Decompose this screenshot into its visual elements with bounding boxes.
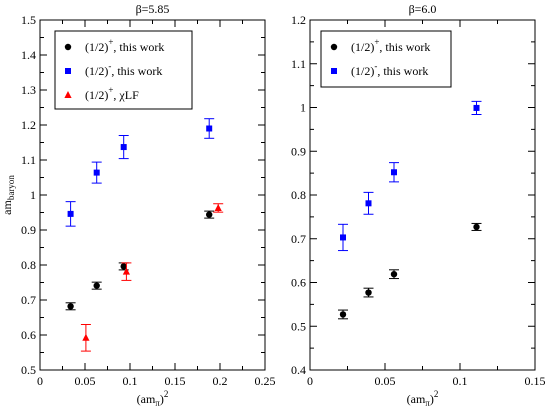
y-tick-label: 1.5	[21, 13, 36, 27]
legend-entry-post: , this work	[379, 40, 430, 54]
data-point	[340, 311, 346, 317]
panel-title: β=5.85	[136, 2, 170, 16]
y-tick-label: 1.2	[21, 118, 36, 132]
legend-marker	[331, 68, 337, 74]
x-tick-label: 0.1	[453, 374, 468, 388]
legend-entry-pre: (1/2)	[85, 88, 108, 102]
data-point	[206, 126, 212, 132]
y-tick-label: 1	[300, 101, 306, 115]
x-axis-title: (amπ)2	[407, 389, 439, 408]
data-series-3	[81, 204, 223, 351]
x-tick-label: 0.15	[165, 374, 186, 388]
chart-panel-2: 0 0.05 0.1 0.15 0.4 0.5 0.6 0.7 0.8 0.9 1 1.1 1.2 β=6…	[291, 2, 545, 408]
y-tick-label: 0.4	[291, 363, 306, 377]
y-tick-label: 0.9	[21, 223, 36, 237]
x-tick-label: 0	[37, 374, 43, 388]
legend-entry-post: , χLF	[113, 88, 139, 102]
legend: (1/2)+, this work (1/2)-, this work	[321, 31, 451, 87]
y-axis-title-base: am	[0, 200, 14, 215]
data-point	[391, 169, 397, 175]
legend-entry: (1/2)+, this work	[85, 37, 164, 54]
data-point	[94, 170, 100, 176]
data-series-2	[338, 101, 482, 250]
data-point	[94, 282, 100, 288]
data-series-1	[66, 211, 215, 310]
legend-entry-pre: (1/2)	[351, 40, 374, 54]
x-tick-label: 0.2	[213, 374, 228, 388]
y-tick-label: 0.9	[291, 144, 306, 158]
y-tick-label: 1.1	[21, 153, 36, 167]
data-point	[391, 271, 397, 277]
legend-entry-post: , this work	[113, 40, 164, 54]
panel-title: β=6.0	[409, 2, 437, 16]
y-tick-label: 1.1	[291, 57, 306, 71]
legend-entry-pre: (1/2)	[85, 64, 108, 78]
x-axis-title-sup: 2	[434, 389, 439, 399]
x-axis-title-base: (am	[137, 392, 156, 406]
data-point	[366, 200, 372, 206]
legend-entry-post: , this work	[111, 64, 162, 78]
legend-marker	[65, 44, 71, 50]
data-point	[340, 234, 346, 240]
data-series-1	[338, 223, 482, 318]
x-axis-title: (amπ)2	[137, 389, 169, 408]
data-point	[365, 289, 371, 295]
x-tick-label: 0.25	[255, 374, 276, 388]
y-tick-label: 0.6	[291, 276, 306, 290]
data-point	[474, 105, 480, 111]
chart-panel-1: 0 0.05 0.1 0.15 0.2 0.25 0.5 0.6 0.7 0.8 0.9 1 1.1 1.…	[0, 2, 276, 408]
legend-marker	[65, 68, 71, 74]
x-axis-title-sup: 2	[164, 389, 169, 399]
legend-entry: (1/2)-, this work	[351, 61, 428, 78]
x-tick-label: 0.05	[75, 374, 96, 388]
y-tick-label: 1.2	[291, 13, 306, 27]
data-point	[68, 211, 74, 217]
legend-entry: (1/2)+, this work	[351, 37, 430, 54]
y-tick-label: 0.6	[21, 328, 36, 342]
data-series-2	[66, 119, 215, 226]
x-tick-label: 0.15	[525, 374, 545, 388]
y-tick-label: 1.4	[21, 48, 36, 62]
legend-entry-post: , this work	[377, 64, 428, 78]
x-axis-title-base: (am	[407, 392, 426, 406]
legend-entry-pre: (1/2)	[351, 64, 374, 78]
legend-entry: (1/2)-, this work	[85, 61, 162, 78]
data-point	[121, 144, 127, 150]
data-point	[67, 303, 73, 309]
legend-entry-pre: (1/2)	[85, 40, 108, 54]
legend: (1/2)+, this work(1/2)-, this work(1/2)+…	[55, 31, 192, 109]
y-axis-title: ambaryon	[0, 175, 16, 215]
y-tick-label: 0.8	[21, 258, 36, 272]
x-tick-label: 0.05	[375, 374, 396, 388]
y-tick-label: 1	[30, 188, 36, 202]
y-tick-label: 0.8	[291, 188, 306, 202]
y-tick-label: 1.3	[21, 83, 36, 97]
legend-marker	[331, 44, 337, 50]
data-point	[473, 224, 479, 230]
y-tick-label: 0.5	[291, 319, 306, 333]
y-tick-label: 0.7	[21, 293, 36, 307]
y-axis-title-sub: baryon	[6, 175, 16, 200]
data-point	[82, 334, 89, 341]
y-tick-label: 0.5	[21, 363, 36, 377]
y-tick-label: 0.7	[291, 232, 306, 246]
data-point	[215, 204, 222, 211]
x-tick-label: 0.1	[123, 374, 138, 388]
x-tick-label: 0	[307, 374, 313, 388]
data-point	[206, 211, 212, 217]
